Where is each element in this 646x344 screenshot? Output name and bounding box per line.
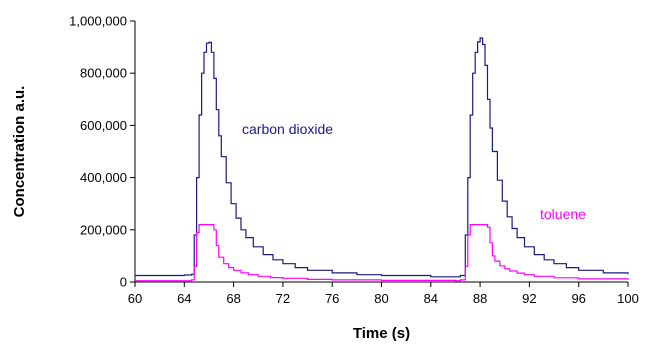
x-tick-label: 88 (473, 291, 487, 306)
y-tick-label: 600,000 (80, 118, 127, 133)
x-tick-label: 84 (424, 291, 438, 306)
series-group (135, 37, 629, 282)
x-tick-label: 76 (325, 291, 339, 306)
x-tick-label: 72 (276, 291, 290, 306)
x-tick-label: 80 (374, 291, 388, 306)
annotation-toluene: toluene (540, 206, 586, 222)
y-tick-label: 0 (120, 275, 127, 290)
x-tick-label: 60 (128, 291, 142, 306)
y-tick-label: 400,000 (80, 170, 127, 185)
x-axis-title: Time (s) (353, 325, 410, 342)
x-tick-label: 92 (522, 291, 536, 306)
y-tick-label: 800,000 (80, 66, 127, 81)
x-tick-label: 96 (571, 291, 585, 306)
annotation-carbon-dioxide: carbon dioxide (242, 121, 333, 137)
x-tick-label: 100 (617, 291, 639, 306)
y-ticks: 0 200,000 400,000 600,000 800,000 1,000,000 (69, 14, 135, 290)
y-tick-label: 1,000,000 (69, 14, 127, 29)
x-ticks: 60 64 68 72 76 80 84 88 92 96 100 (128, 282, 639, 306)
y-axis-title: Concentration a.u. (11, 86, 28, 218)
series-line-carbon-dioxide (135, 37, 629, 278)
series-line-toluene (135, 224, 629, 282)
x-tick-label: 68 (226, 291, 240, 306)
plot-area: 60 64 68 72 76 80 84 88 92 96 100 0 200,000 400,000 6… (69, 14, 639, 307)
y-tick-label: 200,000 (80, 222, 127, 237)
x-tick-label: 64 (177, 291, 191, 306)
